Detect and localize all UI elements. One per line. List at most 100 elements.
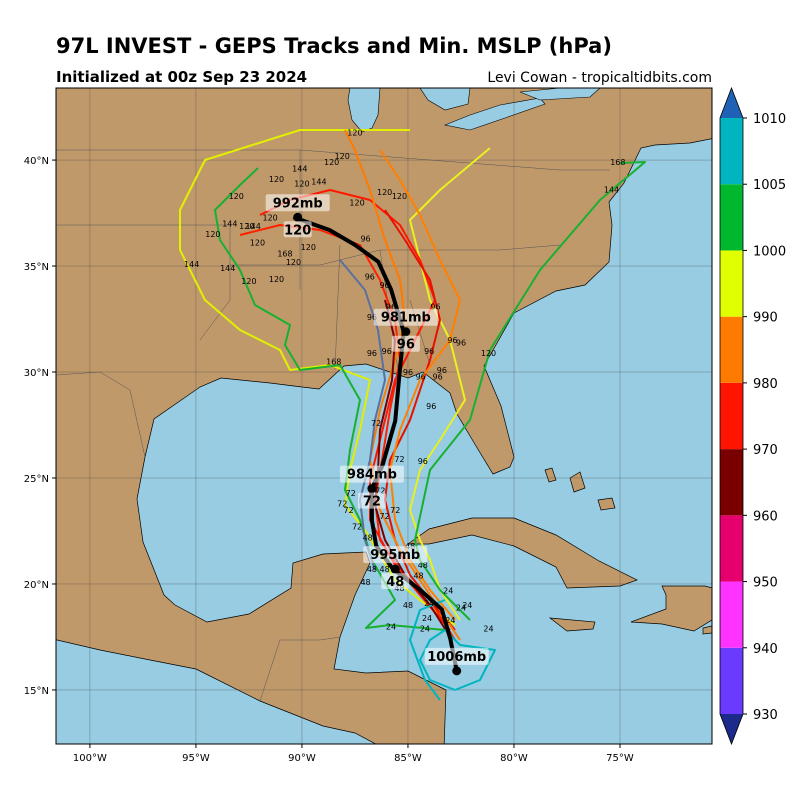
colorbar-segment [720,316,743,383]
member-hour-label: 120 [347,129,362,138]
basemap [56,88,712,744]
member-hour-label: 120 [241,277,256,286]
member-hour-label: 24 [483,624,493,633]
colorbar-segment [720,184,743,251]
member-hour-label: 144 [220,264,235,273]
colorbar-tick-label: 1005 [753,178,786,193]
north-america [56,88,712,744]
lon-tick-label: 80°W [500,753,528,764]
member-hour-label: 24 [420,624,430,633]
member-hour-label: 96 [382,347,392,356]
hispaniola [630,585,712,632]
member-hour-label: 120 [263,213,278,222]
member-hour-label: 96 [437,366,447,375]
axes: 100°W 95°W 90°W 85°W 80°W 75°W 15°N 20°N 25°N 30°… [24,156,634,764]
member-hour-label: 72 [343,506,353,515]
member-hour-label: 96 [447,336,457,345]
member-hour-label: 96 [456,338,466,347]
member-hour-label: 24 [422,614,432,623]
intensity-dot [452,666,462,676]
member-hour-label: 96 [386,302,396,311]
member-hour-label: 120 [269,175,284,184]
lon-tick-label: 90°W [288,753,316,764]
member-hour-label: 96 [367,313,377,322]
member-hour-label: 72 [337,499,347,508]
member-hour-label: 24 [456,603,466,612]
jamaica [548,617,596,632]
label-box [363,546,428,564]
title: 97L INVEST - GEPS Tracks and Min. MSLP (… [56,34,612,58]
colorbar: 930 940 950 960 970 980 990 1000 1005 1010 [719,86,786,746]
colorbar-tick-label: 960 [753,509,778,524]
member-hour-label: 24 [443,586,453,595]
member-hour-label: 168 [326,357,341,366]
member-hour-label: 120 [286,258,301,267]
member-track [384,209,456,631]
member-hour-label: 96 [426,402,436,411]
member-hour-label: 24 [445,616,455,625]
colorbar-tick-label: 1000 [753,244,786,259]
colorbar-tick-label: 940 [753,642,778,657]
hour-label: 72 [363,495,381,510]
member-hour-label: 48 [418,561,428,570]
member-hour-label: 72 [390,506,400,515]
lat-tick-label: 30°N [24,368,49,379]
member-hour-label: 96 [403,368,413,377]
member-hour-label: 96 [367,349,377,358]
map-frame [55,87,713,745]
member-hour-label: 96 [365,273,375,282]
pressure-label: 984mb [347,468,397,483]
member-hour-label: 120 [349,198,364,207]
pressure-label: 995mb [370,548,420,563]
member-hour-label: 96 [433,372,443,381]
colorbar-tick-label: 990 [753,311,778,326]
member-hour-label: 168 [277,249,292,258]
member-hour-label: 72 [394,455,404,464]
colorbar-segment [720,118,743,185]
member-track [419,629,496,691]
member-hour-label: 72 [375,487,385,496]
lat-tick-label: 15°N [24,686,49,697]
member-hour-label: 96 [416,372,426,381]
member-hour-label: 120 [269,275,284,284]
label-box [391,335,420,352]
member-hour-label: 120 [377,188,392,197]
member-hour-label: 120 [324,158,339,167]
member-hour-label: 144 [246,222,261,231]
member-hour-label: 120 [229,192,244,201]
member-hour-label: 120 [301,243,316,252]
member-hour-label: 48 [403,601,413,610]
puerto-rico-edge [702,625,712,635]
bahamas [569,471,586,493]
hour-label: 96 [397,338,415,353]
member-hour-label: 120 [239,222,254,231]
member-hour-label: 96 [380,281,390,290]
member-hour-label: 96 [418,457,428,466]
member-hour-label: 72 [371,419,381,428]
member-hour-label: 72 [380,512,390,521]
colorbar-segment [720,515,743,582]
member-hour-label: 24 [386,622,396,631]
member-hour-label: 48 [360,578,370,587]
colorbar-segment [720,449,743,516]
member-track [414,161,646,621]
colorbar-segment [720,581,743,648]
member-hour-label: 24 [424,599,434,608]
member-track [409,599,446,701]
hour-label: 120 [284,223,311,238]
member-hour-label: 120 [481,349,496,358]
member-hour-label: 120 [250,239,265,248]
lon-tick-label: 95°W [182,753,210,764]
member-hour-label: 48 [413,571,423,580]
lat-tick-label: 35°N [24,262,49,273]
member-hour-label: 72 [352,523,362,532]
lat-tick-label: 25°N [24,474,49,485]
member-hour-label: 168 [610,158,625,167]
label-box [283,221,312,238]
member-hour-label: 144 [604,186,619,195]
label-box [381,573,410,590]
